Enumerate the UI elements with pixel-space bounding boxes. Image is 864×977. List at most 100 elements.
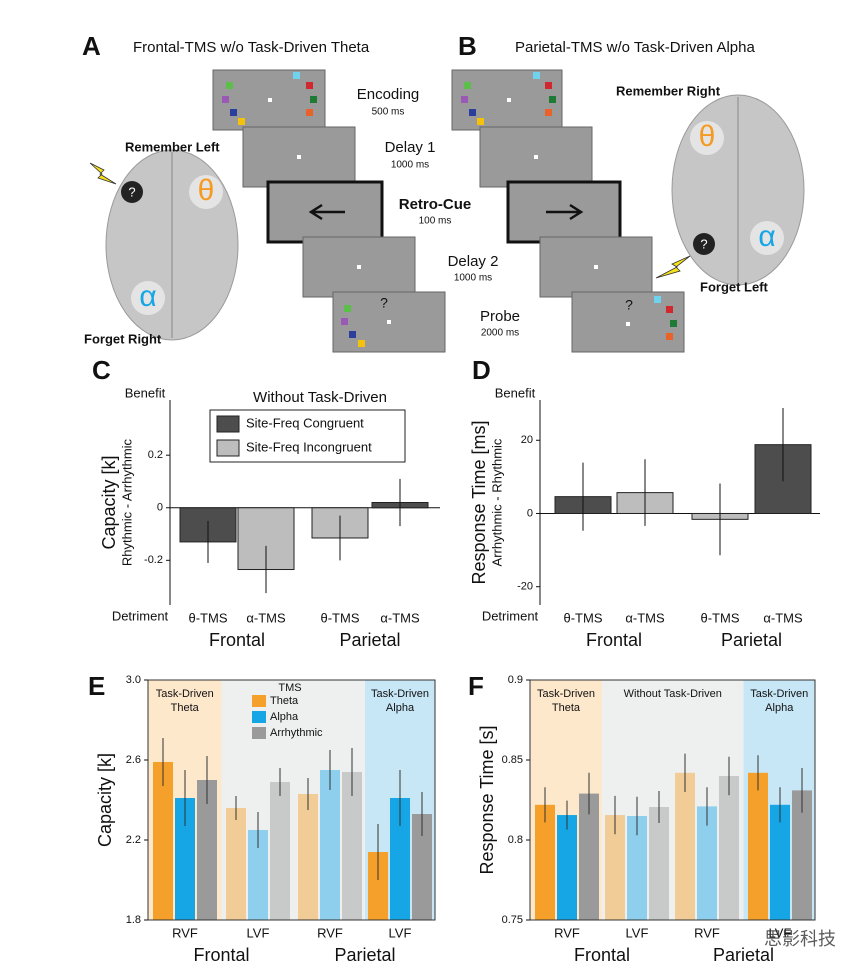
bar [197, 780, 217, 920]
phase-duration: 100 ms [419, 216, 452, 227]
alpha-site [131, 281, 165, 315]
panel-title: Parietal-TMS w/o Task-Driven Alpha [515, 39, 755, 56]
y-tick-label: 1.8 [126, 914, 141, 926]
benefit-note: Benefit [125, 385, 166, 400]
phase-duration: 500 ms [372, 107, 405, 118]
y-axis-label: Capacity [k] [99, 455, 119, 549]
square [464, 82, 471, 89]
y-tick-label: -0.2 [144, 554, 163, 566]
bar [675, 772, 695, 920]
square [533, 72, 540, 79]
bar [557, 815, 577, 920]
legend-label: Theta [270, 695, 299, 707]
legend-swatch [252, 695, 266, 707]
phase-duration: 1000 ms [454, 273, 492, 284]
legend-title: TMS [278, 682, 301, 694]
region-label: Task-Driven [537, 688, 595, 700]
x-tick-label: α-TMS [246, 610, 286, 625]
x-tick-label: θ-TMS [564, 610, 603, 625]
group-label: Frontal [193, 945, 249, 965]
cue-arrow [308, 203, 345, 221]
y-tick-label: 0 [527, 507, 533, 519]
legend-label: Arrhythmic [270, 727, 323, 739]
legend-label: Site-Freq Incongruent [246, 439, 372, 454]
region-label: Theta [171, 702, 200, 714]
tms-site-mark: ? [128, 184, 135, 199]
watermark: 思影科技 [764, 929, 836, 949]
group-label: Parietal [721, 630, 782, 650]
y-tick-label: 3.0 [126, 674, 141, 686]
bar [342, 772, 362, 920]
legend-swatch [216, 439, 240, 457]
region-label: Alpha [386, 702, 415, 714]
group-label: Parietal [339, 630, 400, 650]
x-tick-label: LVF [247, 925, 270, 940]
bar [368, 852, 388, 920]
remember-label: Remember Left [125, 139, 220, 154]
panel-title: Frontal-TMS w/o Task-Driven Theta [133, 39, 370, 56]
region-label: Task-Driven [371, 688, 429, 700]
y-tick-label: 2.2 [126, 834, 141, 846]
phase-duration: 2000 ms [481, 328, 519, 339]
square [222, 96, 229, 103]
forget-label: Forget Right [84, 331, 162, 346]
y-tick-label: 0.9 [508, 674, 523, 686]
bar [605, 815, 625, 920]
phase-duration: 1000 ms [391, 160, 429, 171]
cue-arrow [546, 203, 584, 221]
remember-label: Remember Right [616, 83, 721, 98]
y-tick-label: -20 [517, 581, 533, 593]
region-label: Without Task-Driven [624, 688, 722, 700]
theta-site [189, 175, 223, 209]
y-axis-label: Response Time [s] [477, 725, 497, 874]
detriment-note: Detriment [482, 608, 539, 623]
phase-name: Delay 1 [385, 139, 436, 156]
bar [535, 804, 555, 920]
benefit-note: Benefit [495, 385, 536, 400]
group-label: Frontal [209, 630, 265, 650]
tms-bolt [89, 162, 117, 185]
probe-mark: ? [380, 295, 388, 311]
y-axis-sublabel: Rhythmic - Arrhythmic [119, 438, 134, 566]
square [349, 331, 356, 338]
y-tick-label: 0.85 [502, 754, 523, 766]
square [358, 340, 365, 347]
bar [153, 762, 173, 920]
bar [697, 806, 717, 920]
fixation [297, 155, 301, 159]
y-tick-label: 0.8 [508, 834, 523, 846]
panel-letter: D [472, 355, 491, 385]
x-tick-label: α-TMS [380, 610, 420, 625]
square [469, 109, 476, 116]
x-tick-label: LVF [626, 925, 649, 940]
bar [175, 798, 195, 920]
square [310, 96, 317, 103]
bar [412, 814, 432, 920]
tms-bolt [655, 255, 691, 279]
x-tick-label: RVF [554, 925, 580, 940]
alpha-symbol: α [139, 280, 156, 313]
legend-swatch [216, 415, 240, 433]
legend-label: Site-Freq Congruent [246, 415, 364, 430]
square [461, 96, 468, 103]
fixation [268, 98, 272, 102]
square [226, 82, 233, 89]
x-tick-label: θ-TMS [701, 610, 740, 625]
y-tick-label: 0.75 [502, 914, 523, 926]
theta-site [690, 121, 724, 155]
region-label: Task-Driven [156, 688, 214, 700]
plot-frame [147, 679, 436, 921]
x-tick-label: α-TMS [763, 610, 803, 625]
bar [770, 804, 790, 920]
region-label: Theta [552, 702, 581, 714]
group-label: Parietal [334, 945, 395, 965]
probe-mark: ? [625, 297, 633, 313]
fixation [594, 265, 598, 269]
fixation [626, 322, 630, 326]
bar [390, 798, 410, 920]
fixation [357, 265, 361, 269]
legend-swatch [252, 711, 266, 723]
theta-symbol: θ [699, 120, 716, 153]
phase-name: Probe [480, 308, 520, 325]
y-tick-label: 2.6 [126, 754, 141, 766]
